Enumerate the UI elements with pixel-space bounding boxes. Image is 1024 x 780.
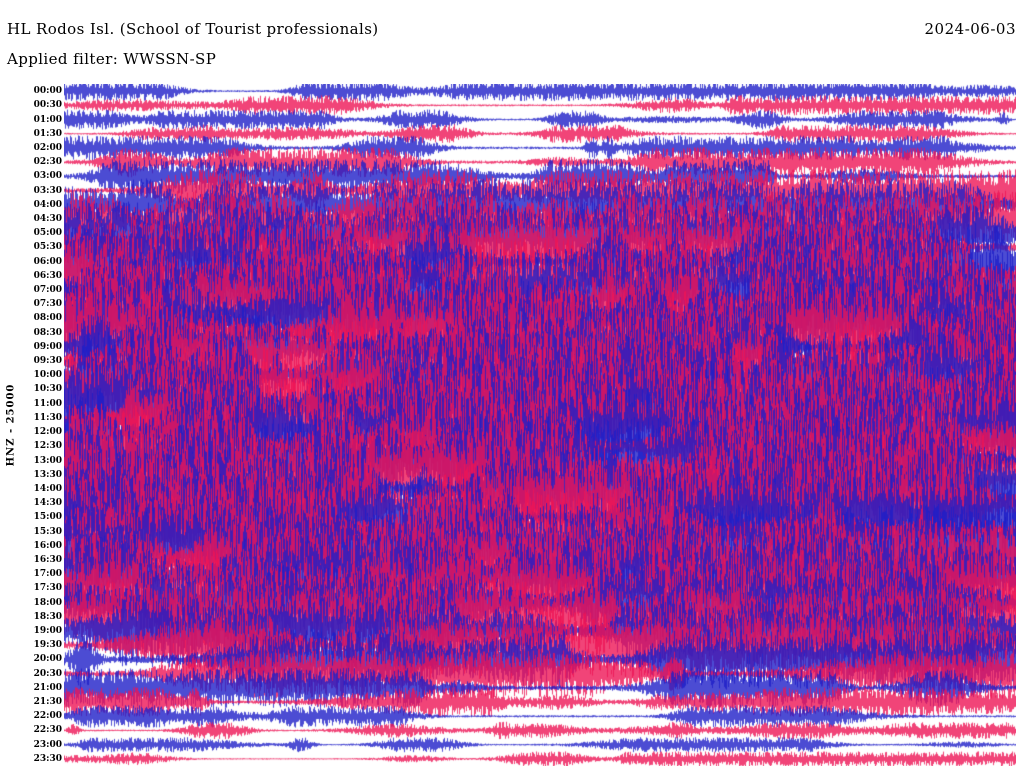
time-label: 14:30 (33, 498, 62, 509)
time-label: 17:00 (33, 569, 62, 580)
time-label: 10:30 (33, 384, 62, 395)
time-label: 19:00 (33, 626, 62, 637)
time-label: 11:00 (33, 398, 62, 409)
time-label: 12:30 (33, 441, 62, 452)
time-label: 23:00 (33, 739, 62, 750)
time-label: 15:00 (33, 512, 62, 523)
time-label: 18:30 (33, 611, 62, 622)
time-label: 05:00 (33, 228, 62, 239)
time-label: 09:00 (33, 341, 62, 352)
time-label: 03:00 (33, 171, 62, 182)
time-label: 21:30 (33, 697, 62, 708)
station-title: HL Rodos Isl. (School of Tourist profess… (7, 20, 379, 38)
time-label: 01:30 (33, 128, 62, 139)
time-label: 15:30 (33, 526, 62, 537)
time-label: 16:30 (33, 554, 62, 565)
time-label: 17:30 (33, 583, 62, 594)
channel-scale-label: HNZ - 25000 (5, 383, 17, 467)
time-label: 13:00 (33, 455, 62, 466)
time-label: 01:00 (33, 114, 62, 125)
time-label: 13:30 (33, 469, 62, 480)
time-label: 12:00 (33, 427, 62, 438)
seismogram-canvas (64, 84, 1016, 766)
time-label: 09:30 (33, 356, 62, 367)
time-label: 05:30 (33, 242, 62, 253)
time-label: 02:30 (33, 157, 62, 168)
time-label: 03:30 (33, 185, 62, 196)
time-label: 14:00 (33, 483, 62, 494)
time-label: 08:00 (33, 313, 62, 324)
time-label: 00:30 (33, 100, 62, 111)
time-label: 20:30 (33, 668, 62, 679)
time-label: 04:30 (33, 213, 62, 224)
time-axis: 00:00 00:30 01:00 01:30 02:00 02:30 03:00 03:30… (22, 0, 62, 780)
time-label: 02:00 (33, 142, 62, 153)
time-label: 08:30 (33, 327, 62, 338)
time-label: 00:00 (33, 86, 62, 97)
time-label: 22:30 (33, 725, 62, 736)
time-label: 07:30 (33, 299, 62, 310)
time-label: 23:30 (33, 753, 62, 764)
time-label: 18:00 (33, 597, 62, 608)
time-label: 11:30 (33, 412, 62, 423)
time-label: 10:00 (33, 370, 62, 381)
time-label: 04:00 (33, 199, 62, 210)
date-label: 2024-06-03 (924, 20, 1016, 38)
time-label: 19:30 (33, 640, 62, 651)
time-label: 07:00 (33, 285, 62, 296)
filter-label: Applied filter: WWSSN-SP (7, 50, 217, 68)
time-label: 20:00 (33, 654, 62, 665)
time-label: 16:00 (33, 540, 62, 551)
time-label: 06:00 (33, 256, 62, 267)
time-label: 22:00 (33, 711, 62, 722)
time-label: 06:30 (33, 270, 62, 281)
time-label: 21:00 (33, 682, 62, 693)
